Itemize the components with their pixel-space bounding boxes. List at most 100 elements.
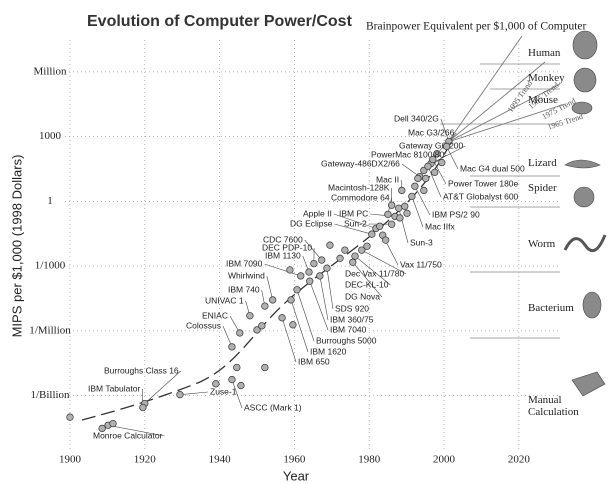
point-label: Mac G3/266 [408, 127, 455, 137]
point [98, 424, 106, 433]
leader-line [446, 146, 459, 170]
point [212, 380, 220, 388]
point-label: Power Tower 180e [448, 178, 519, 188]
point-label: Mac II [376, 174, 399, 184]
point [246, 312, 254, 320]
x-tick-label: 2000 [433, 454, 456, 466]
leader-line [264, 263, 301, 277]
point [384, 210, 392, 218]
point [176, 391, 184, 399]
y-tick-label: 1/Billion [30, 389, 70, 401]
point [66, 413, 74, 421]
point-label: DG Eclipse [290, 218, 333, 228]
y-tick-label: Million [33, 65, 67, 77]
point-label: IBM 1130 [265, 250, 301, 260]
point-label: PowerMac 8100/80 [371, 149, 445, 159]
trend-fan [447, 35, 566, 143]
icon-monkey [573, 67, 597, 93]
point [341, 246, 349, 254]
leader-line [361, 249, 407, 275]
point [336, 254, 344, 262]
level-label: Bacterium [528, 302, 574, 314]
point [403, 209, 411, 217]
point [228, 375, 236, 384]
point-label: UNIVAC 1 [205, 295, 244, 305]
leader-line [334, 223, 372, 235]
x-axis-label: Year [283, 468, 310, 483]
x-tick-label: 2020 [508, 454, 531, 466]
point-label: Dell 340/2G [394, 113, 439, 123]
point [408, 192, 416, 201]
point-label: IBM PS/2 90 [432, 209, 480, 219]
level-lines [440, 63, 560, 339]
point [261, 363, 269, 372]
point-label: Burroughs 5000 [316, 335, 377, 345]
leader-line [222, 325, 233, 348]
leader-line [231, 379, 243, 409]
point-label: Sun-3 [410, 237, 433, 247]
point [363, 242, 371, 250]
x-tick-label: 1900 [59, 454, 82, 466]
point [368, 230, 376, 238]
point-label: Vax 11/750 [400, 259, 442, 269]
level-label: Monkey [528, 72, 565, 84]
point [398, 186, 406, 195]
leader-line [179, 391, 209, 395]
point-label: ENIAC [202, 310, 228, 320]
x-tick-label: 1920 [134, 454, 157, 466]
point-label: Gateway G6-200 [399, 140, 464, 150]
leader-line [398, 208, 409, 244]
point-label: DG Nova [345, 291, 380, 301]
point [382, 236, 390, 244]
point-label: Mac IIfx [425, 221, 456, 231]
point [316, 272, 324, 280]
leader-line [354, 255, 391, 286]
icon-spider [573, 186, 595, 208]
icon-bacterium [582, 291, 602, 319]
point-label: Dec Vax 11/780 [345, 268, 404, 278]
chart-title: Evolution of Computer Power/Cost [87, 13, 353, 30]
leader-line [290, 299, 309, 353]
leader-line [108, 424, 165, 437]
point [351, 252, 359, 260]
point-label: DEC-KL-10 [345, 279, 389, 289]
x-tick-label: 1940 [209, 454, 232, 466]
point-label: Macintosh-128K [328, 182, 390, 192]
point-label: Whirlwind [228, 270, 265, 280]
point [323, 264, 331, 272]
point [431, 168, 439, 177]
point [414, 174, 422, 183]
point [236, 329, 244, 337]
point [233, 363, 241, 372]
leader-line [414, 186, 431, 216]
point-label: Apple II [303, 208, 332, 218]
point [411, 182, 419, 190]
point-label: ASCC (Mark 1) [244, 402, 302, 412]
y-tick-label: 1 [47, 195, 53, 207]
point [237, 381, 245, 390]
point [358, 246, 366, 254]
point [289, 321, 297, 329]
leader-line [352, 262, 383, 298]
leader-line [319, 275, 329, 321]
point [306, 277, 314, 285]
y-tick-label: 1/Million [29, 324, 71, 336]
leader-line [427, 166, 442, 198]
icon-lizard [564, 159, 601, 169]
point [443, 142, 451, 151]
point [310, 259, 318, 268]
point [388, 220, 396, 228]
level-label: Mouse [528, 94, 558, 106]
point [326, 241, 334, 249]
point [349, 258, 357, 266]
point [401, 202, 409, 210]
point [420, 186, 428, 195]
point-label: IBM 7040 [330, 324, 367, 334]
point [258, 322, 266, 330]
point-label: IBM Tabulator [88, 383, 140, 393]
brainpower-title: Brainpower Equivalent per $1,000 of Comp… [366, 20, 587, 33]
point [396, 214, 404, 222]
point [429, 155, 437, 164]
leader-line [430, 145, 466, 164]
